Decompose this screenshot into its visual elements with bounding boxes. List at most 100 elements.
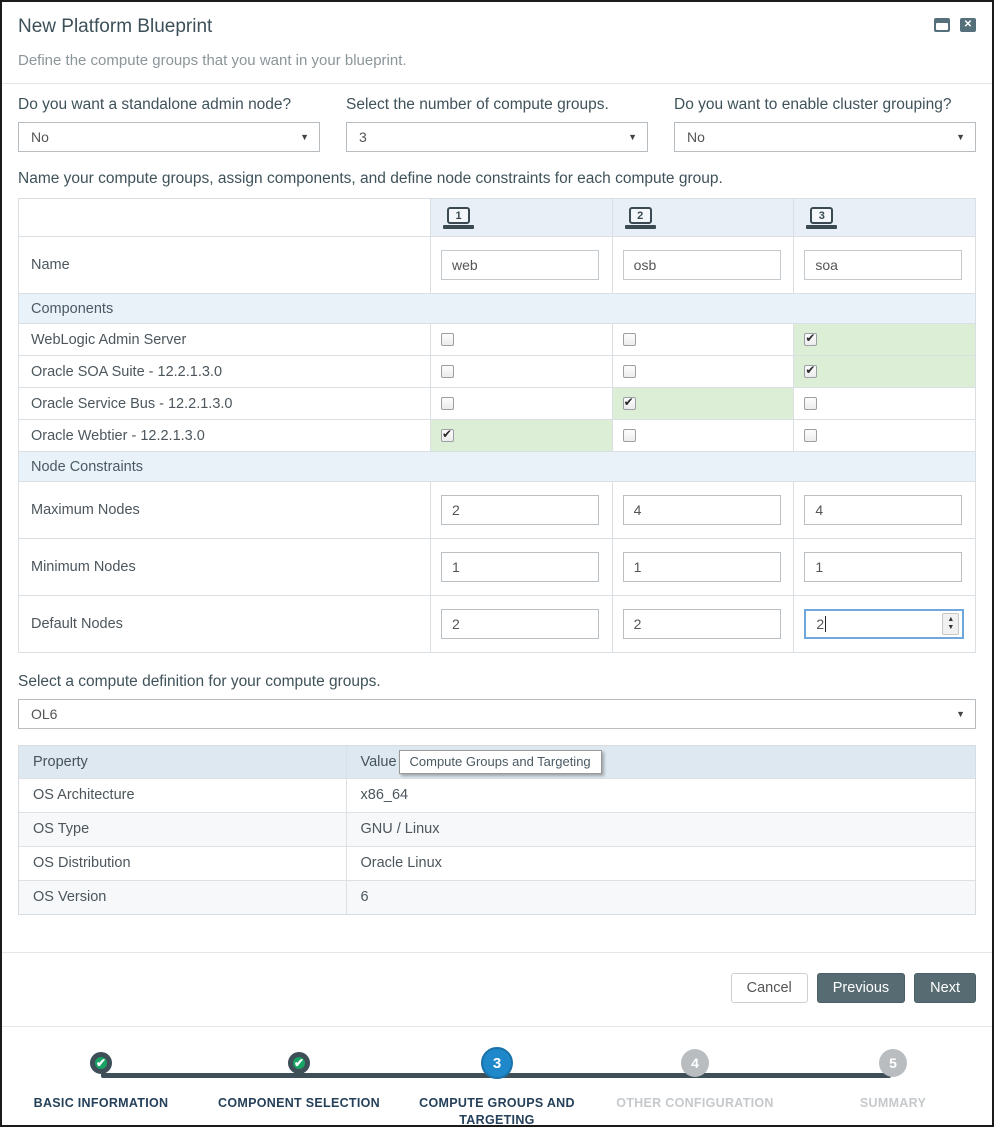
name-row: Name	[18, 236, 976, 294]
step-complete-icon: ✔	[90, 1052, 112, 1074]
maximize-button[interactable]	[934, 18, 950, 32]
admin-node-select[interactable]: No ▼	[18, 122, 320, 152]
default-nodes-input-2[interactable]: 2	[622, 609, 781, 639]
compute-definition-value: OL6	[31, 706, 58, 722]
laptop-icon: 3	[806, 207, 838, 230]
property-name: OS Architecture	[19, 778, 346, 813]
component-checkbox[interactable]	[804, 396, 818, 410]
footer-divider	[2, 952, 992, 953]
group-count-select[interactable]: 3 ▼	[346, 122, 648, 152]
step-label: COMPUTE GROUPS AND TARGETING	[419, 1096, 575, 1127]
group-header-row: 1 2 3	[18, 198, 976, 237]
default-nodes-input-1[interactable]: 2	[441, 609, 599, 639]
component-checkbox[interactable]	[622, 332, 636, 346]
property-value: 6	[345, 880, 975, 914]
max-nodes-input-1[interactable]: 2	[441, 495, 599, 525]
table-row: Oracle Webtier - 12.2.1.3.0	[18, 419, 976, 452]
component-checkbox[interactable]	[441, 396, 454, 410]
group-1-name-input[interactable]	[441, 250, 599, 280]
compute-groups-tooltip: Compute Groups and Targeting	[398, 750, 602, 774]
compute-definition-select[interactable]: OL6 ▼	[18, 699, 976, 729]
property-value: Oracle Linux	[345, 846, 975, 881]
min-nodes-input-3[interactable]: 1	[804, 552, 963, 582]
stepper-divider	[2, 1026, 992, 1027]
close-icon: ✕	[963, 19, 973, 30]
step-basic-information[interactable]: ✔ BASIC INFORMATION	[2, 1043, 200, 1125]
admin-node-select-value: No	[31, 129, 49, 145]
step-label: COMPONENT SELECTION	[218, 1096, 380, 1110]
component-checkbox[interactable]	[804, 428, 818, 442]
table-row: OS Architecture x86_64	[19, 778, 975, 813]
max-nodes-input-2[interactable]: 4	[622, 495, 781, 525]
step-label: SUMMARY	[859, 1096, 927, 1110]
group-3-name-input[interactable]	[804, 250, 963, 280]
close-button[interactable]: ✕	[960, 18, 976, 32]
group-2-name-input[interactable]	[622, 250, 781, 280]
table-row: Default Nodes 2 2 2 ▲ ▼	[18, 595, 976, 653]
value-header: Value Compute Groups and Targeting	[345, 746, 975, 779]
min-nodes-input-1[interactable]: 1	[441, 552, 599, 582]
component-label: Oracle Service Bus - 12.2.1.3.0	[18, 387, 431, 420]
properties-header-row: Property Value Compute Groups and Target…	[19, 746, 975, 779]
cluster-grouping-question-label: Do you want to enable cluster grouping?	[674, 96, 952, 113]
component-checkbox[interactable]	[804, 363, 818, 378]
node-constraints-section-header: Node Constraints	[18, 451, 976, 482]
components-section-header: Components	[18, 293, 976, 324]
max-nodes-input-3[interactable]: 4	[804, 495, 963, 525]
cancel-button[interactable]: Cancel	[730, 973, 808, 1003]
chevron-down-icon: ▼	[628, 132, 637, 142]
group-2-number: 2	[628, 207, 652, 225]
questions-row: Do you want a standalone admin node? No …	[2, 84, 992, 152]
table-row: OS Type GNU / Linux	[19, 812, 975, 847]
admin-node-question-label: Do you want a standalone admin node?	[18, 96, 292, 113]
component-label: Oracle Webtier - 12.2.1.3.0	[18, 419, 431, 452]
min-nodes-input-2[interactable]: 1	[622, 552, 781, 582]
step-other-configuration[interactable]: 4 OTHER CONFIGURATION	[596, 1043, 794, 1125]
group-count-question-label: Select the number of compute groups.	[346, 96, 609, 113]
group-count-select-value: 3	[359, 129, 367, 145]
constraint-label: Minimum Nodes	[18, 538, 431, 596]
chevron-down-icon: ▼	[956, 132, 965, 142]
chevron-down-icon: ▼	[300, 132, 309, 142]
maximize-icon	[936, 23, 948, 30]
component-checkbox[interactable]	[441, 364, 454, 378]
chevron-down-icon: ▼	[956, 709, 965, 719]
step-compute-groups-and-targeting[interactable]: 3 COMPUTE GROUPS AND TARGETING	[398, 1043, 596, 1127]
default-nodes-input-3-focused[interactable]: 2 ▲ ▼	[804, 609, 965, 639]
component-checkbox[interactable]	[441, 427, 454, 442]
step-label: OTHER CONFIGURATION	[616, 1096, 774, 1110]
next-button[interactable]: Next	[914, 973, 976, 1003]
component-checkbox[interactable]	[622, 364, 636, 378]
table-row: WebLogic Admin Server	[18, 323, 976, 356]
dialog-title: New Platform Blueprint	[18, 16, 213, 37]
group-1-header: 1	[430, 198, 613, 237]
compute-definition-label: Select a compute definition for your com…	[18, 673, 381, 690]
table-row: Oracle Service Bus - 12.2.1.3.0	[18, 387, 976, 420]
table-row: Maximum Nodes 2 4 4	[18, 481, 976, 539]
component-label: WebLogic Admin Server	[18, 323, 431, 356]
step-component-selection[interactable]: ✔ COMPONENT SELECTION	[200, 1043, 398, 1125]
table-row: OS Version 6	[19, 880, 975, 914]
dialog-subtitle: Define the compute groups that you want …	[18, 52, 407, 69]
property-header: Property	[19, 746, 346, 779]
laptop-icon: 2	[624, 207, 656, 230]
number-spinner[interactable]: ▲ ▼	[942, 613, 960, 635]
property-name: OS Type	[19, 812, 346, 847]
group-3-header: 3	[793, 198, 976, 237]
component-checkbox[interactable]	[622, 428, 636, 442]
component-checkbox[interactable]	[622, 395, 636, 410]
property-name: OS Distribution	[19, 846, 346, 881]
step-complete-icon: ✔	[288, 1052, 310, 1074]
compute-groups-table: 1 2 3 Name	[18, 198, 976, 653]
footer-buttons: Cancel Previous Next	[2, 953, 992, 1003]
text-cursor	[825, 616, 827, 632]
group-2-header: 2	[611, 198, 795, 237]
name-row-label: Name	[18, 236, 431, 294]
component-checkbox[interactable]	[804, 331, 818, 346]
previous-button[interactable]: Previous	[816, 973, 906, 1003]
step-upcoming-badge: 5	[879, 1049, 907, 1077]
cluster-grouping-select[interactable]: No ▼	[674, 122, 976, 152]
step-summary[interactable]: 5 SUMMARY	[794, 1043, 992, 1125]
component-checkbox[interactable]	[441, 332, 454, 346]
constraint-label: Maximum Nodes	[18, 481, 431, 539]
